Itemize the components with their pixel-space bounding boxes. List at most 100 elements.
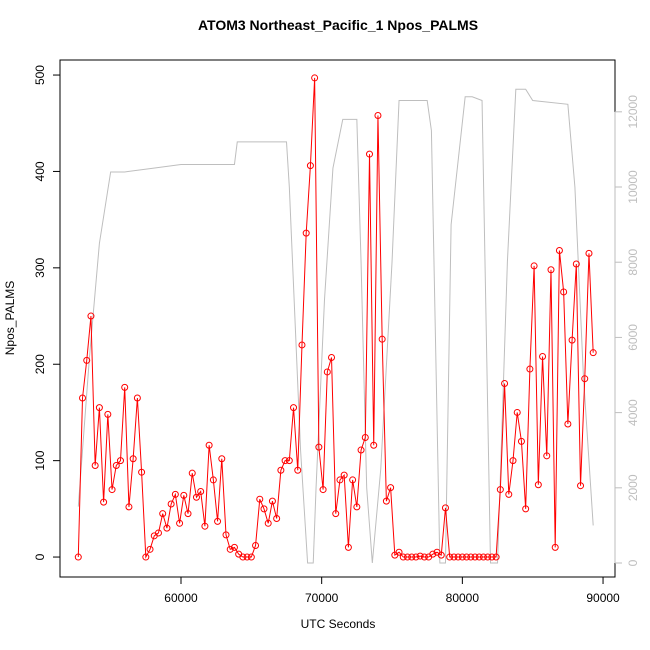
- point: [100, 498, 108, 506]
- x-axis-label: UTC Seconds: [301, 617, 376, 631]
- point: [408, 553, 416, 561]
- point: [378, 335, 386, 343]
- point: [260, 505, 268, 513]
- point: [484, 553, 492, 561]
- point: [298, 341, 306, 349]
- point: [176, 519, 184, 527]
- point: [306, 162, 314, 170]
- point: [285, 457, 293, 465]
- point: [454, 553, 462, 561]
- point: [226, 545, 234, 553]
- point: [522, 505, 530, 513]
- point: [505, 490, 513, 498]
- point: [192, 493, 200, 501]
- point: [315, 443, 323, 451]
- point: [163, 524, 171, 532]
- point: [167, 500, 175, 508]
- y2-tick-label: 4000: [626, 399, 640, 426]
- point: [450, 553, 458, 561]
- point: [496, 486, 504, 494]
- point: [277, 466, 285, 474]
- point: [146, 545, 154, 553]
- point: [475, 553, 483, 561]
- point: [589, 349, 597, 357]
- y2-tick-label: 0: [626, 559, 640, 566]
- point: [125, 503, 133, 511]
- point: [328, 353, 336, 361]
- point: [361, 434, 369, 442]
- point: [395, 548, 403, 556]
- point: [471, 553, 479, 561]
- point: [572, 260, 580, 268]
- point: [547, 266, 555, 274]
- y-axis-label: Npos_PALMS: [3, 281, 17, 355]
- point: [79, 394, 87, 402]
- point: [353, 503, 361, 511]
- series-line: [77, 77, 594, 559]
- point: [564, 420, 572, 428]
- point: [95, 404, 103, 412]
- y-tick-label: 400: [33, 161, 47, 181]
- point: [382, 497, 390, 505]
- point: [463, 553, 471, 561]
- point: [243, 553, 251, 561]
- point: [311, 74, 319, 82]
- point: [332, 510, 340, 518]
- point: [551, 543, 559, 551]
- point: [302, 229, 310, 237]
- point: [374, 112, 382, 120]
- y-tick-label: 0: [33, 553, 47, 560]
- x-tick-label: 60000: [164, 591, 198, 605]
- point: [87, 312, 95, 320]
- point: [230, 543, 238, 551]
- y-tick-label: 500: [33, 65, 47, 85]
- point: [112, 461, 120, 469]
- point: [142, 553, 150, 561]
- point: [429, 550, 437, 558]
- x-tick-label: 80000: [446, 591, 480, 605]
- y-tick-label: 100: [33, 450, 47, 470]
- point: [441, 504, 449, 512]
- point: [509, 457, 517, 465]
- point: [370, 441, 378, 449]
- point: [180, 491, 188, 499]
- point: [560, 288, 568, 296]
- point: [74, 553, 82, 561]
- point: [133, 394, 141, 402]
- point: [555, 246, 563, 254]
- point: [585, 249, 593, 257]
- point: [116, 457, 124, 465]
- chart-title: ATOM3 Northeast_Pacific_1 Npos_PALMS: [198, 17, 478, 33]
- point: [420, 553, 428, 561]
- x-tick-label: 90000: [586, 591, 620, 605]
- y-tick-label: 200: [33, 354, 47, 374]
- point: [121, 383, 129, 391]
- point: [188, 469, 196, 477]
- point: [268, 497, 276, 505]
- point: [154, 529, 162, 537]
- point: [488, 553, 496, 561]
- point: [247, 553, 255, 561]
- point: [437, 551, 445, 559]
- point: [209, 476, 217, 484]
- point: [252, 541, 260, 549]
- point: [239, 553, 247, 561]
- point: [530, 262, 538, 270]
- point: [290, 404, 298, 412]
- point: [83, 356, 91, 364]
- point: [387, 484, 395, 492]
- y2-tick-label: 8000: [626, 249, 640, 276]
- point: [349, 476, 357, 484]
- point: [222, 531, 230, 539]
- point: [479, 553, 487, 561]
- point: [201, 522, 209, 530]
- point: [357, 446, 365, 454]
- point: [171, 490, 179, 498]
- point: [256, 495, 264, 503]
- point: [366, 150, 374, 158]
- point: [214, 517, 222, 525]
- point: [446, 553, 454, 561]
- point: [513, 408, 521, 416]
- point: [539, 353, 547, 361]
